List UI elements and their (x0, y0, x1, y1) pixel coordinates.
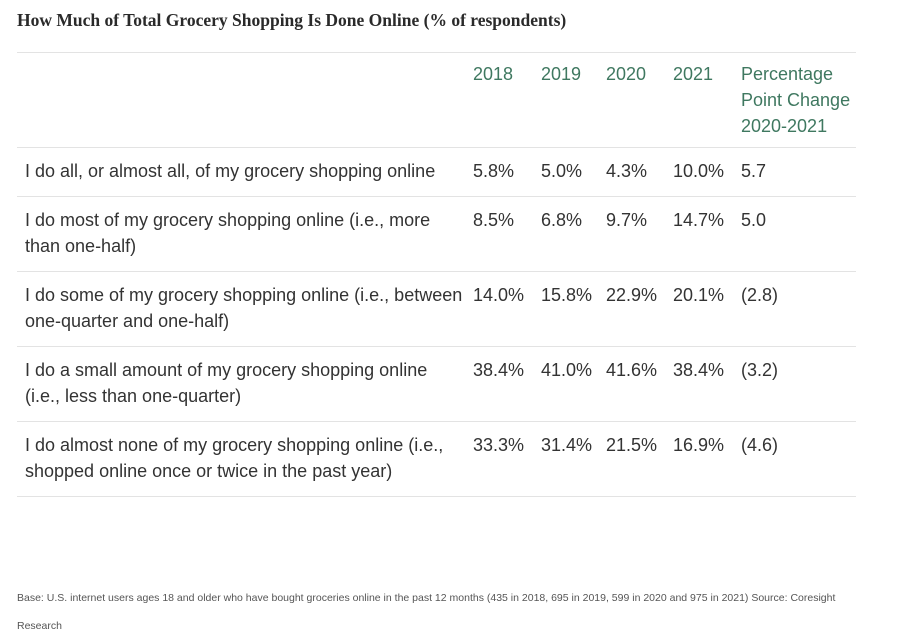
table-title: How Much of Total Grocery Shopping Is Do… (17, 10, 567, 30)
header-cell: Percentage Point Change 2020-2021 (733, 53, 856, 148)
value-cell: (4.6) (733, 422, 856, 497)
row-label: I do all, or almost all, of my grocery s… (17, 148, 465, 197)
header-cell-blank (17, 53, 465, 148)
value-cell: 33.3% (465, 422, 533, 497)
header-cell: 2018 (465, 53, 533, 148)
value-cell: 22.9% (598, 272, 665, 347)
value-cell: 38.4% (665, 347, 733, 422)
data-table: 2018 2019 2020 2021 Percentage Point Change … (17, 52, 856, 497)
value-cell: 20.1% (665, 272, 733, 347)
value-cell: 4.3% (598, 148, 665, 197)
value-cell: 16.9% (665, 422, 733, 497)
value-cell: (2.8) (733, 272, 856, 347)
value-cell: 21.5% (598, 422, 665, 497)
value-cell: 5.7 (733, 148, 856, 197)
value-cell: 5.0 (733, 197, 856, 272)
value-cell: 14.0% (465, 272, 533, 347)
value-cell: 15.8% (533, 272, 598, 347)
row-label: I do most of my grocery shopping online … (17, 197, 465, 272)
row-label: I do almost none of my grocery shopping … (17, 422, 465, 497)
value-cell: 41.6% (598, 347, 665, 422)
value-cell: (3.2) (733, 347, 856, 422)
footnote: Base: U.S. internet users ages 18 and ol… (17, 592, 836, 632)
header-cell: 2021 (665, 53, 733, 148)
value-cell: 9.7% (598, 197, 665, 272)
row-label: I do some of my grocery shopping online … (17, 272, 465, 347)
header-cell: 2019 (533, 53, 598, 148)
value-cell: 5.8% (465, 148, 533, 197)
value-cell: 38.4% (465, 347, 533, 422)
value-cell: 14.7% (665, 197, 733, 272)
header-cell: 2020 (598, 53, 665, 148)
value-cell: 5.0% (533, 148, 598, 197)
value-cell: 31.4% (533, 422, 598, 497)
value-cell: 6.8% (533, 197, 598, 272)
value-cell: 8.5% (465, 197, 533, 272)
value-cell: 10.0% (665, 148, 733, 197)
row-label: I do a small amount of my grocery shoppi… (17, 347, 465, 422)
value-cell: 41.0% (533, 347, 598, 422)
